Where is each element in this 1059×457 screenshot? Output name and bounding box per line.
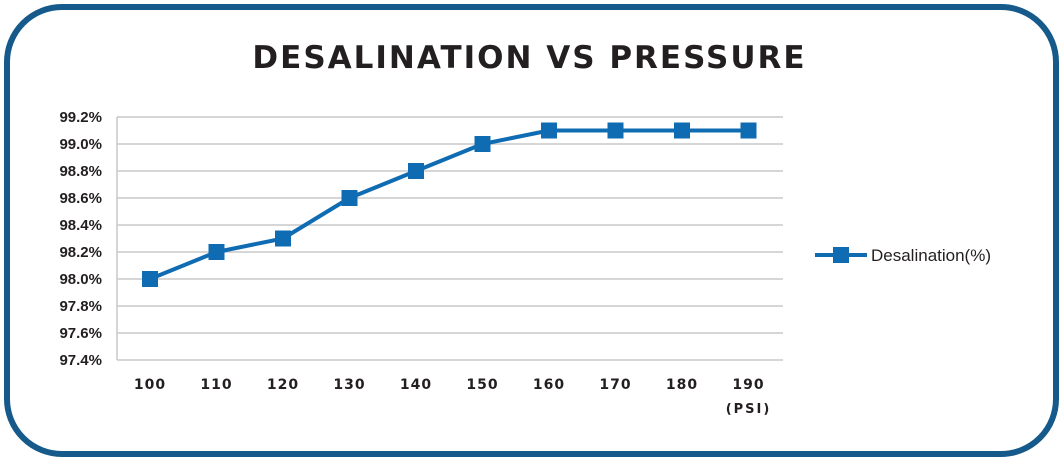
series-desalination — [142, 122, 757, 287]
data-point-marker — [341, 190, 358, 206]
y-tick-label: 97.8% — [59, 298, 102, 315]
data-point-marker — [408, 163, 424, 179]
data-point-marker — [674, 122, 690, 139]
y-tick-label: 98.6% — [59, 190, 102, 207]
y-tick-label: 98.2% — [59, 244, 102, 261]
legend-label: Desalination(%) — [871, 246, 991, 265]
data-point-marker — [607, 122, 624, 139]
x-unit-label: (PSI) — [726, 402, 772, 417]
x-tick-label: 160 — [533, 377, 565, 393]
y-tick-label: 98.8% — [59, 163, 102, 180]
data-point-marker — [275, 230, 291, 247]
y-tick-label: 97.4% — [59, 352, 102, 369]
x-tick-label: 130 — [333, 377, 365, 393]
data-point-marker — [208, 244, 225, 260]
x-tick-label: 170 — [599, 377, 631, 393]
chart-title: DESALINATION VS PRESSURE — [252, 40, 807, 76]
y-tick-label: 99.2% — [59, 109, 102, 126]
grid-lines — [117, 116, 783, 361]
data-point-marker — [740, 122, 757, 139]
x-tick-label: 180 — [666, 377, 698, 393]
x-tick-label: 190 — [732, 377, 764, 393]
y-tick-label: 98.0% — [59, 271, 102, 288]
series-line — [149, 128, 749, 281]
x-axis: 100 110 120 130 140 150 160 170 180 190 — [134, 377, 764, 393]
y-axis: 97.4% 97.6% 97.8% 98.0% 98.2% 98.4% 98.6% 98.8%… — [59, 109, 118, 369]
x-tick-label: 150 — [466, 377, 498, 393]
x-tick-label: 100 — [134, 377, 166, 393]
data-point-marker — [142, 271, 158, 287]
data-point-marker — [541, 122, 557, 139]
y-tick-label: 97.6% — [59, 325, 102, 342]
legend-marker-swatch — [833, 247, 849, 263]
y-tick-label: 98.4% — [59, 217, 102, 234]
data-point-marker — [474, 136, 491, 152]
x-tick-label: 140 — [400, 377, 432, 393]
y-tick-label: 99.0% — [59, 136, 102, 153]
chart-frame — [4, 4, 1059, 457]
x-tick-label: 110 — [200, 377, 232, 393]
x-tick-label: 120 — [267, 377, 299, 393]
legend: Desalination(%) — [815, 246, 991, 265]
